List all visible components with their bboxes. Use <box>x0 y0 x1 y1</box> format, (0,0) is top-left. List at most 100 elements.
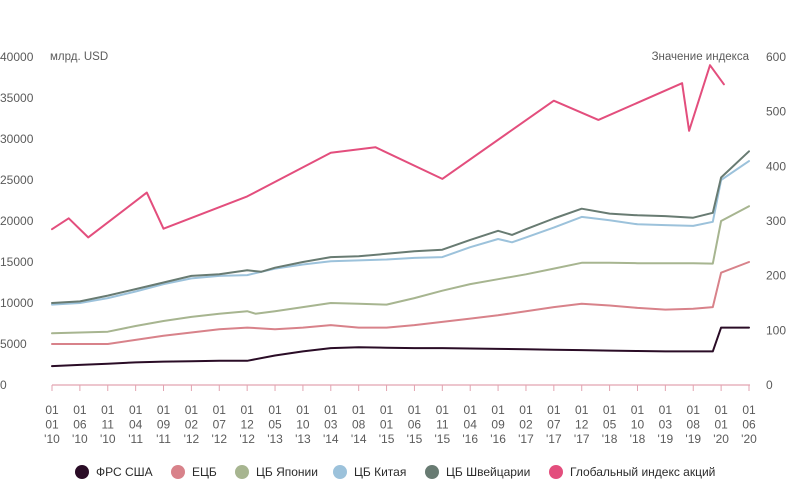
x-tick-label: 01 <box>213 403 227 417</box>
x-tick-label: 06 <box>73 418 87 432</box>
left-tick-label: 40000 <box>0 50 34 64</box>
x-tick-label: 01 <box>296 403 310 417</box>
right-tick-label: 600 <box>766 50 786 64</box>
x-tick-label: '15 <box>379 432 395 446</box>
x-tick-label: 08 <box>687 418 701 432</box>
x-tick-label: '13 <box>267 432 283 446</box>
x-tick-label: 02 <box>185 418 199 432</box>
right-tick-label: 100 <box>766 323 786 337</box>
x-tick-label: 01 <box>659 403 673 417</box>
legend-swatch <box>425 465 439 479</box>
x-tick-label: 01 <box>101 403 115 417</box>
x-tick-label: 01 <box>687 403 701 417</box>
x-tick-label: 07 <box>547 418 561 432</box>
x-tick-label: 01 <box>157 403 171 417</box>
x-tick-label: 04 <box>129 418 143 432</box>
x-tick-label: '18 <box>630 432 646 446</box>
right-tick-label: 0 <box>766 378 773 392</box>
x-tick-label: '20 <box>713 432 729 446</box>
left-tick-label: 35000 <box>0 91 34 105</box>
x-tick-label: '12 <box>211 432 227 446</box>
legend-swatch <box>171 465 185 479</box>
x-tick-label: 01 <box>519 403 533 417</box>
left-tick-label: 30000 <box>0 132 34 146</box>
x-tick-label: 12 <box>240 418 254 432</box>
x-tick-label: 01 <box>575 403 589 417</box>
x-tick-label: 11 <box>102 418 115 432</box>
right-tick-label: 300 <box>766 214 786 228</box>
x-tick-label: 01 <box>491 403 505 417</box>
x-tick-label: 09 <box>157 418 171 432</box>
x-tick-label: 08 <box>352 418 366 432</box>
x-tick-label: 01 <box>631 403 645 417</box>
right-axis-unit: Значение индекса <box>652 51 750 63</box>
x-tick-label: '11 <box>128 432 143 446</box>
x-tick-label: 01 <box>73 403 87 417</box>
legend-label: ЦБ Швейцарии <box>446 465 530 479</box>
x-tick-label: '15 <box>407 432 423 446</box>
series-line-5 <box>51 150 750 304</box>
x-tick-label: 01 <box>324 403 338 417</box>
x-tick-label: 12 <box>575 418 589 432</box>
x-tick-label: '17 <box>518 432 534 446</box>
series-line-2 <box>51 261 750 345</box>
series-line-3 <box>51 205 750 335</box>
legend-label: ЦБ Японии <box>256 465 318 479</box>
x-tick-label: 09 <box>491 418 505 432</box>
x-tick-label: '10 <box>72 432 88 446</box>
legend-swatch <box>333 465 347 479</box>
x-tick-label: '19 <box>658 432 674 446</box>
x-tick-label: 01 <box>464 403 478 417</box>
series-line-4 <box>51 160 750 306</box>
x-tick-label: '16 <box>462 432 478 446</box>
series-line-6 <box>51 64 725 239</box>
x-tick-label: 05 <box>603 418 617 432</box>
x-tick-label: '17 <box>546 432 562 446</box>
x-tick-label: '11 <box>156 432 171 446</box>
x-tick-label: 01 <box>45 403 59 417</box>
x-tick-label: '14 <box>323 432 339 446</box>
right-tick-label: 200 <box>766 269 786 283</box>
x-tick-label: 10 <box>296 418 310 432</box>
x-tick-label: 07 <box>213 418 227 432</box>
x-tick-label: 01 <box>45 418 59 432</box>
x-tick-label: '12 <box>184 432 200 446</box>
x-tick-label: 01 <box>352 403 366 417</box>
x-tick-label: 01 <box>547 403 561 417</box>
x-tick-label: '18 <box>602 432 618 446</box>
x-tick-label: 01 <box>603 403 617 417</box>
x-tick-label: 05 <box>268 418 282 432</box>
legend-swatch <box>75 465 89 479</box>
legend-label: Глобальный индекс акций <box>570 465 715 479</box>
right-tick-label: 400 <box>766 159 786 173</box>
legend-label: ФРС США <box>96 465 153 479</box>
x-tick-label: 10 <box>631 418 645 432</box>
left-tick-label: 0 <box>0 378 7 392</box>
left-tick-label: 5000 <box>0 337 27 351</box>
x-tick-label: '10 <box>44 432 60 446</box>
series-lines <box>51 64 750 368</box>
x-tick-label: 02 <box>519 418 533 432</box>
left-tick-label: 10000 <box>0 296 34 310</box>
legend-swatch <box>235 465 249 479</box>
x-tick-label: 01 <box>408 403 422 417</box>
x-tick-label: 06 <box>742 418 756 432</box>
legend-swatch <box>549 465 563 479</box>
left-tick-label: 15000 <box>0 255 34 269</box>
x-tick-label: '19 <box>685 432 701 446</box>
x-axis-ticks: 0101'100106'100111'100104'110109'110102'… <box>44 385 757 446</box>
left-y-axis: 0 5000 10000 15000 20000 25000 30000 35000 40000 <box>0 50 34 392</box>
right-tick-label: 500 <box>766 105 786 119</box>
x-tick-label: 01 <box>742 403 756 417</box>
x-tick-label: '17 <box>574 432 590 446</box>
x-tick-label: '20 <box>741 432 757 446</box>
x-tick-label: '10 <box>100 432 116 446</box>
x-tick-label: 04 <box>464 418 478 432</box>
x-tick-label: 01 <box>268 403 282 417</box>
legend-label: ЕЦБ <box>192 465 217 479</box>
x-tick-label: '16 <box>490 432 506 446</box>
left-tick-label: 25000 <box>0 173 34 187</box>
x-tick-label: 01 <box>714 418 728 432</box>
x-tick-label: 01 <box>714 403 728 417</box>
